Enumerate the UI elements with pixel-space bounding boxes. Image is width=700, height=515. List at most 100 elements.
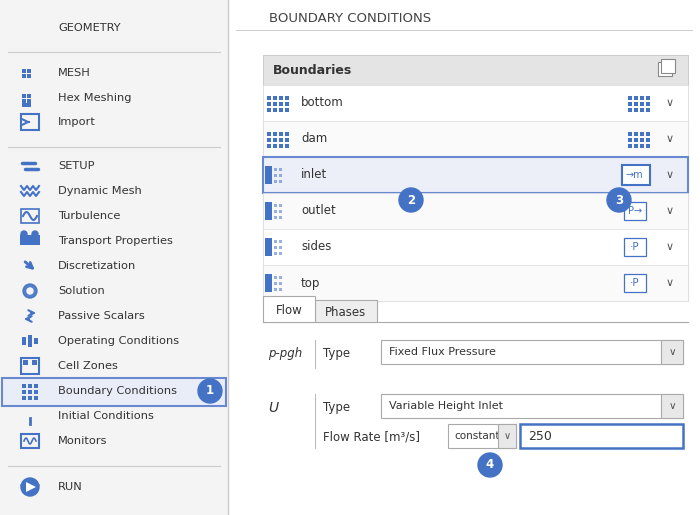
FancyBboxPatch shape xyxy=(34,390,38,394)
FancyBboxPatch shape xyxy=(634,144,638,148)
Text: Operating Conditions: Operating Conditions xyxy=(58,336,179,346)
Text: Hex Meshing: Hex Meshing xyxy=(58,93,132,103)
Text: Solution: Solution xyxy=(58,286,105,296)
Text: ∨: ∨ xyxy=(666,242,674,252)
FancyBboxPatch shape xyxy=(263,85,688,121)
Text: U: U xyxy=(268,401,278,415)
FancyBboxPatch shape xyxy=(520,424,683,448)
FancyBboxPatch shape xyxy=(661,394,683,418)
FancyBboxPatch shape xyxy=(279,252,282,255)
FancyBboxPatch shape xyxy=(22,384,26,388)
FancyBboxPatch shape xyxy=(628,96,632,100)
FancyBboxPatch shape xyxy=(279,204,282,207)
FancyBboxPatch shape xyxy=(274,282,277,285)
FancyBboxPatch shape xyxy=(279,246,282,249)
FancyBboxPatch shape xyxy=(285,102,289,106)
FancyBboxPatch shape xyxy=(640,102,644,106)
FancyBboxPatch shape xyxy=(274,216,277,219)
FancyBboxPatch shape xyxy=(634,138,638,142)
FancyBboxPatch shape xyxy=(22,390,26,394)
FancyBboxPatch shape xyxy=(634,108,638,112)
Polygon shape xyxy=(26,482,36,492)
Text: Type: Type xyxy=(323,348,350,360)
Text: Fixed Flux Pressure: Fixed Flux Pressure xyxy=(389,347,496,357)
FancyBboxPatch shape xyxy=(628,138,632,142)
Circle shape xyxy=(32,231,38,237)
Text: →m: →m xyxy=(625,170,643,180)
FancyBboxPatch shape xyxy=(263,55,688,301)
Text: MESH: MESH xyxy=(58,68,91,78)
Text: ·P: ·P xyxy=(630,278,640,288)
FancyBboxPatch shape xyxy=(624,202,646,220)
FancyBboxPatch shape xyxy=(640,144,644,148)
Text: constant: constant xyxy=(454,431,500,441)
FancyBboxPatch shape xyxy=(646,102,650,106)
Text: 250: 250 xyxy=(528,430,552,442)
FancyBboxPatch shape xyxy=(273,144,277,148)
FancyBboxPatch shape xyxy=(22,103,31,107)
FancyBboxPatch shape xyxy=(274,168,277,171)
FancyBboxPatch shape xyxy=(274,246,277,249)
Text: Passive Scalars: Passive Scalars xyxy=(58,311,145,321)
FancyBboxPatch shape xyxy=(274,252,277,255)
FancyBboxPatch shape xyxy=(263,157,688,193)
FancyBboxPatch shape xyxy=(381,394,683,418)
FancyBboxPatch shape xyxy=(22,74,26,78)
FancyBboxPatch shape xyxy=(267,108,271,112)
Text: bottom: bottom xyxy=(301,96,344,110)
FancyBboxPatch shape xyxy=(267,144,271,148)
FancyBboxPatch shape xyxy=(381,340,683,364)
Text: BOUNDARY CONDITIONS: BOUNDARY CONDITIONS xyxy=(269,11,431,25)
Text: inlet: inlet xyxy=(301,168,328,181)
FancyBboxPatch shape xyxy=(274,174,277,177)
Text: RUN: RUN xyxy=(58,482,83,492)
FancyBboxPatch shape xyxy=(273,102,277,106)
FancyBboxPatch shape xyxy=(279,138,283,142)
FancyBboxPatch shape xyxy=(640,138,644,142)
FancyBboxPatch shape xyxy=(267,96,271,100)
Text: Discretization: Discretization xyxy=(58,261,136,271)
FancyBboxPatch shape xyxy=(640,96,644,100)
FancyBboxPatch shape xyxy=(628,144,632,148)
Text: P→: P→ xyxy=(628,206,642,216)
FancyBboxPatch shape xyxy=(263,229,688,265)
FancyBboxPatch shape xyxy=(267,102,271,106)
FancyBboxPatch shape xyxy=(263,121,688,157)
FancyBboxPatch shape xyxy=(34,384,38,388)
FancyBboxPatch shape xyxy=(265,238,272,256)
FancyBboxPatch shape xyxy=(634,102,638,106)
FancyBboxPatch shape xyxy=(274,276,277,279)
FancyBboxPatch shape xyxy=(27,94,31,98)
FancyBboxPatch shape xyxy=(448,424,516,448)
Text: Flow: Flow xyxy=(276,303,302,317)
FancyBboxPatch shape xyxy=(273,108,277,112)
FancyBboxPatch shape xyxy=(624,238,646,256)
Text: dam: dam xyxy=(301,132,328,146)
FancyBboxPatch shape xyxy=(279,144,283,148)
FancyBboxPatch shape xyxy=(658,62,672,76)
Text: Type: Type xyxy=(323,402,350,415)
Text: ∨: ∨ xyxy=(666,98,674,108)
FancyBboxPatch shape xyxy=(646,96,650,100)
FancyBboxPatch shape xyxy=(28,335,32,347)
FancyBboxPatch shape xyxy=(263,55,688,85)
FancyBboxPatch shape xyxy=(273,132,277,136)
FancyBboxPatch shape xyxy=(274,288,277,291)
FancyBboxPatch shape xyxy=(628,132,632,136)
FancyBboxPatch shape xyxy=(279,174,282,177)
FancyBboxPatch shape xyxy=(28,390,32,394)
FancyBboxPatch shape xyxy=(263,265,688,301)
FancyBboxPatch shape xyxy=(274,204,277,207)
FancyBboxPatch shape xyxy=(22,94,26,98)
Text: Monitors: Monitors xyxy=(58,436,108,446)
Circle shape xyxy=(23,284,37,298)
Text: ·P: ·P xyxy=(630,242,640,252)
Circle shape xyxy=(21,231,27,237)
FancyBboxPatch shape xyxy=(23,360,28,365)
Text: ∨: ∨ xyxy=(666,278,674,288)
FancyBboxPatch shape xyxy=(661,59,675,73)
FancyBboxPatch shape xyxy=(285,96,289,100)
FancyBboxPatch shape xyxy=(646,132,650,136)
FancyBboxPatch shape xyxy=(267,132,271,136)
Text: GEOMETRY: GEOMETRY xyxy=(58,23,120,33)
